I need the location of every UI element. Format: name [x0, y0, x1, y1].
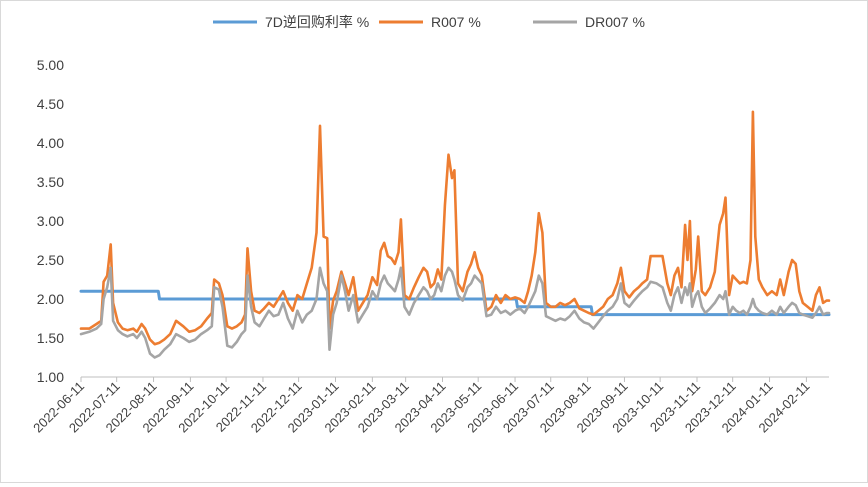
legend-label: R007 % [431, 14, 481, 30]
series-line-0 [79, 289, 831, 317]
y-axis: 1.00 1.50 2.00 2.50 3.00 3.50 4.00 4.50 5.00 [37, 57, 64, 385]
y-tick-label: 3.00 [37, 213, 64, 229]
legend-label: 7D逆回购利率 % [265, 14, 369, 30]
y-tick-label: 1.00 [37, 369, 64, 385]
legend-label: DR007 % [585, 14, 645, 30]
y-tick-label: 2.50 [37, 252, 64, 268]
y-tick-label: 2.00 [37, 291, 64, 307]
y-tick-label: 4.50 [37, 96, 64, 112]
series-layer [79, 110, 831, 359]
y-tick-label: 4.00 [37, 135, 64, 151]
y-tick-label: 5.00 [37, 57, 64, 73]
chart-legend: 7D逆回购利率 % R007 % DR007 % [213, 14, 645, 30]
series-line-1 [79, 110, 831, 346]
y-tick-label: 1.50 [37, 330, 64, 346]
x-axis: 2022-06-112022-07-112022-08-112022-09-11… [30, 376, 829, 435]
y-tick-label: 3.50 [37, 174, 64, 190]
series-line-2 [79, 266, 831, 359]
